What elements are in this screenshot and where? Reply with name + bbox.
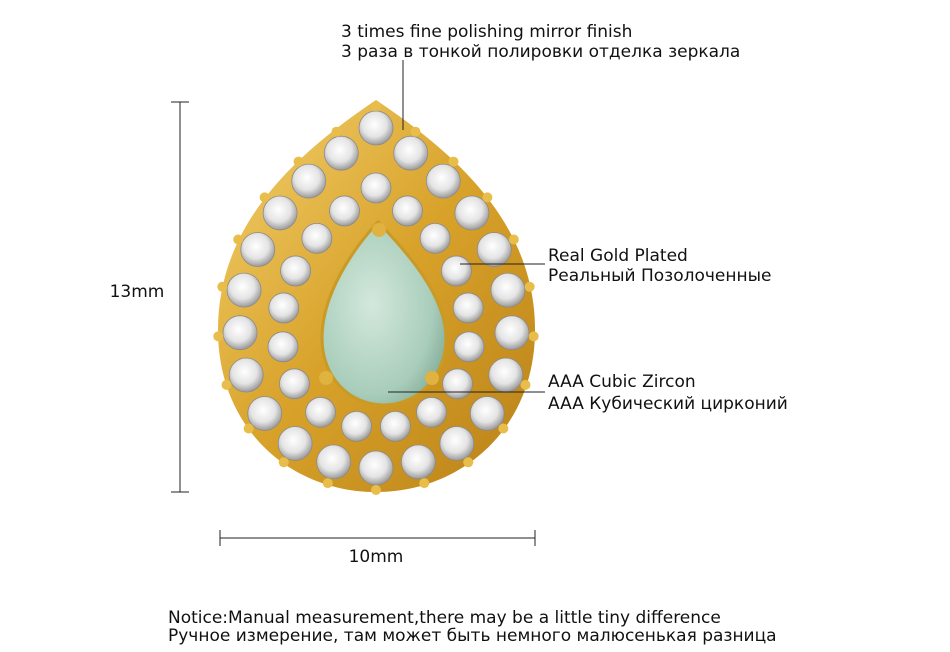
prong <box>371 485 382 495</box>
zircon-stone <box>341 410 372 442</box>
zircon-stone <box>280 255 312 287</box>
zircon-stone <box>452 292 484 324</box>
zircon-stone <box>392 195 423 227</box>
prong <box>217 281 228 292</box>
zircon-stone <box>360 172 392 204</box>
zircon-stone <box>440 255 472 287</box>
width-label: 10mm <box>349 547 404 567</box>
zircon-stone <box>393 135 429 171</box>
zircon-stone <box>301 222 333 254</box>
prong <box>528 331 539 342</box>
zircon-stone <box>469 396 505 431</box>
zircon-stone <box>358 450 394 486</box>
prong <box>213 331 224 342</box>
zircon-stone <box>494 315 530 351</box>
zircon-stone <box>439 426 475 461</box>
zircon-stone <box>267 331 299 363</box>
zircon-stone <box>419 222 451 254</box>
prong <box>482 192 493 203</box>
prong <box>319 371 333 385</box>
prong <box>221 379 232 390</box>
zircon-stone <box>262 195 298 231</box>
prong <box>448 156 459 167</box>
prong <box>520 379 531 390</box>
prong <box>371 101 381 111</box>
prong <box>243 423 254 434</box>
zircon-stone <box>268 292 300 324</box>
zircon-stone <box>358 110 394 146</box>
prong <box>508 234 519 245</box>
zircon-stone <box>453 331 485 363</box>
zircon-stone <box>277 426 313 461</box>
annotation-en: 3 times fine polishing mirror finish <box>341 22 632 42</box>
annotation-en: Real Gold Plated <box>548 246 688 266</box>
zircon-stone <box>240 232 276 267</box>
zircon-stone <box>400 444 436 480</box>
notice-ru: Ручное измерение, там может быть немного… <box>168 626 777 646</box>
zircon-stone <box>416 396 447 428</box>
prong <box>293 156 304 167</box>
zircon-stone <box>454 195 490 231</box>
zircon-stone <box>425 163 461 199</box>
zircon-stone <box>323 135 359 171</box>
annotation-ru: 3 раза в тонкой полировки отделка зеркал… <box>341 42 740 62</box>
annotation-en: AAA Cubic Zircon <box>548 372 696 392</box>
prong <box>259 192 270 203</box>
zircon-stone <box>380 410 411 442</box>
zircon-stone <box>476 232 512 267</box>
zircon-stone <box>279 368 310 400</box>
prong <box>278 457 289 468</box>
zircon-stone <box>490 272 526 308</box>
zircon-stone <box>442 368 473 400</box>
zircon-stone <box>247 396 283 431</box>
zircon-stone <box>488 357 524 393</box>
annotation-ru: AAA Кубический цирконий <box>548 394 788 414</box>
prong <box>463 457 474 468</box>
prong <box>419 478 430 489</box>
prong <box>233 234 244 245</box>
zircon-stone <box>329 195 360 227</box>
zircon-stone <box>305 396 336 428</box>
zircon-stone <box>291 163 327 199</box>
notice-en: Notice:Manual measurement,there may be a… <box>168 608 721 628</box>
prong <box>322 478 333 489</box>
prong <box>372 223 386 237</box>
zircon-stone <box>228 357 264 393</box>
zircon-stone <box>222 315 258 351</box>
zircon-stone <box>316 444 352 480</box>
height-label: 13mm <box>110 282 165 302</box>
prong <box>410 126 421 137</box>
earring <box>213 100 539 495</box>
center-stone <box>320 219 448 407</box>
prong <box>331 126 342 137</box>
annotation-ru: Реальный Позолоченные <box>548 266 772 286</box>
prong <box>425 371 439 385</box>
prong <box>498 423 509 434</box>
zircon-stone <box>226 272 262 308</box>
prong <box>524 281 535 292</box>
